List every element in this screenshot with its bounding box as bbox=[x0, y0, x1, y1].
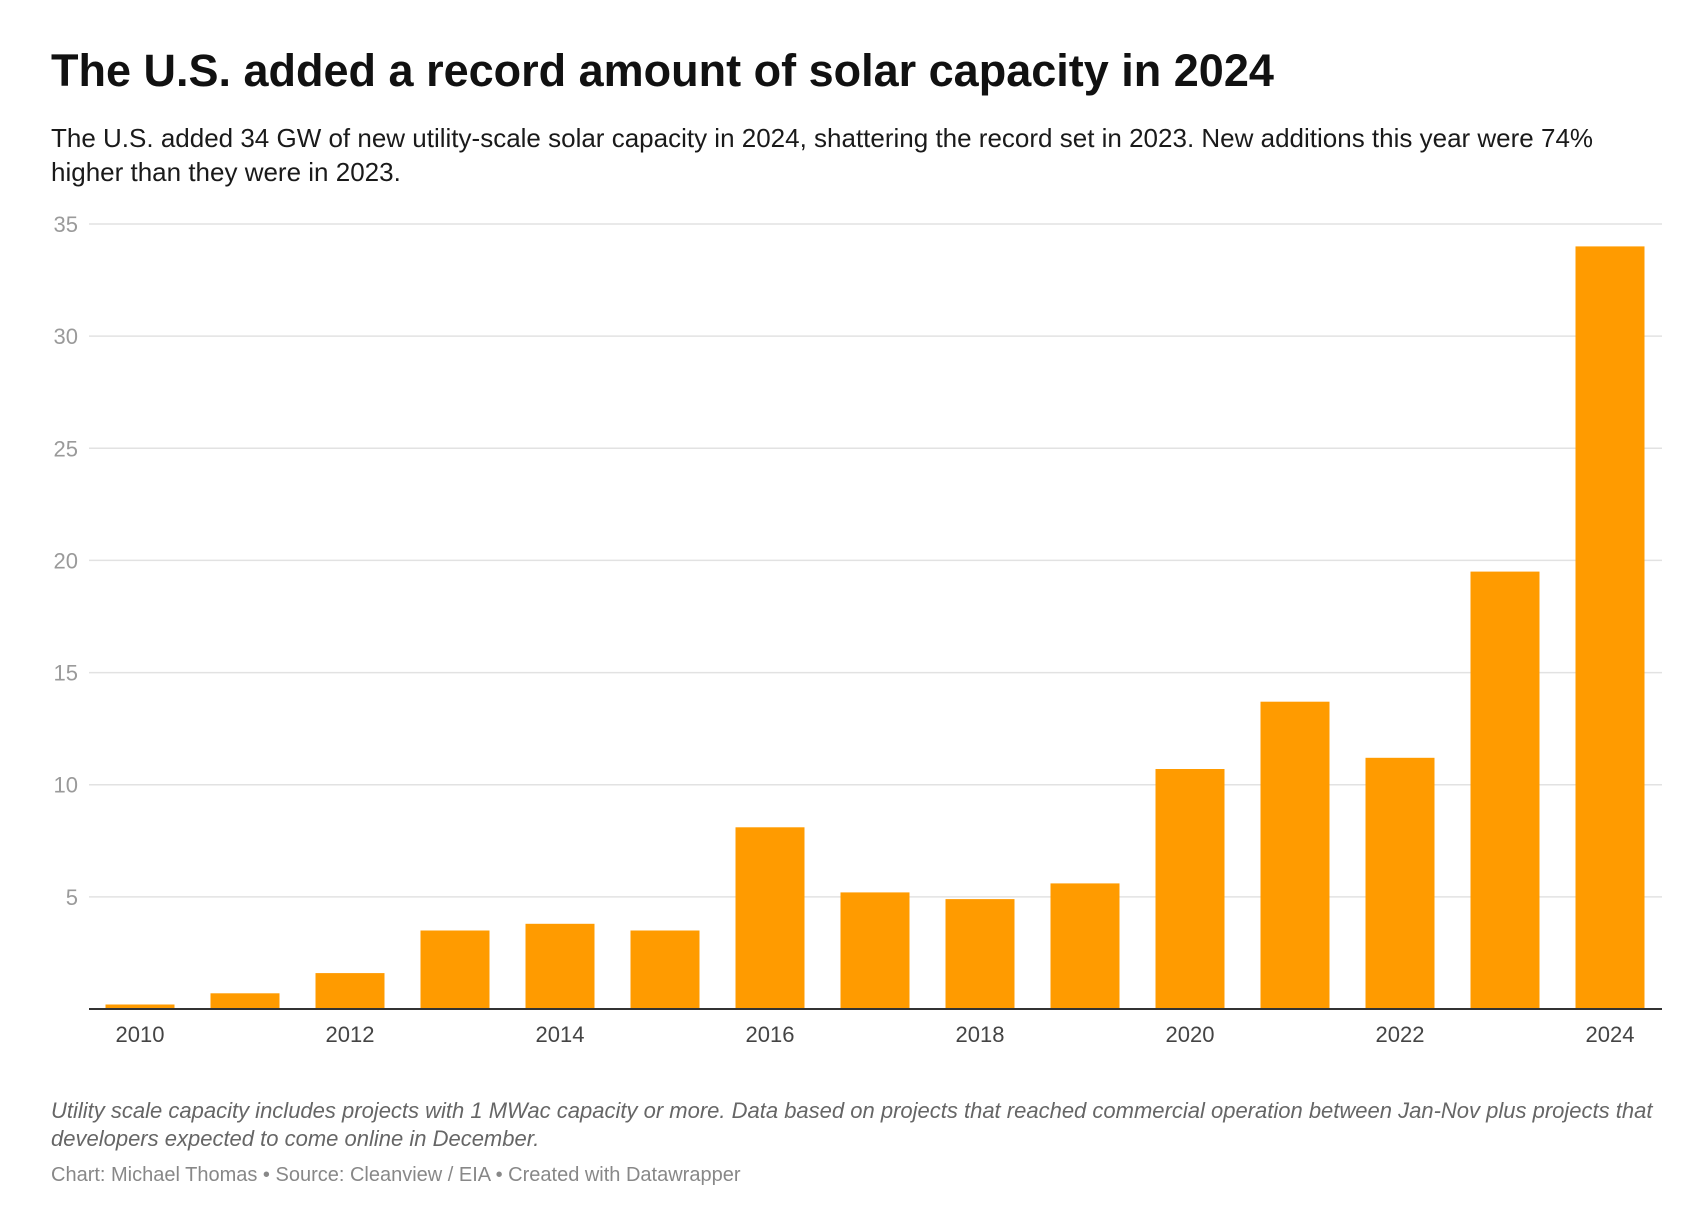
x-tick-label: 2010 bbox=[116, 1022, 165, 1047]
x-tick-label: 2012 bbox=[326, 1022, 375, 1047]
chart-credits: Chart: Michael Thomas • Source: Cleanvie… bbox=[51, 1164, 741, 1186]
x-tick-label: 2020 bbox=[1166, 1022, 1215, 1047]
bar-2016 bbox=[735, 827, 805, 1009]
y-tick-label: 35 bbox=[54, 212, 78, 237]
x-tick-label: 2014 bbox=[536, 1022, 585, 1047]
bars bbox=[105, 246, 1645, 1009]
bar-2015 bbox=[630, 930, 700, 1009]
x-tick-label: 2024 bbox=[1586, 1022, 1635, 1047]
x-tick-label: 2022 bbox=[1376, 1022, 1425, 1047]
y-tick-label: 20 bbox=[54, 548, 78, 573]
y-tick-label: 5 bbox=[66, 885, 78, 910]
chart-title: The U.S. added a record amount of solar … bbox=[51, 45, 1274, 96]
bar-2022 bbox=[1365, 757, 1435, 1009]
bar-2021 bbox=[1260, 701, 1330, 1009]
bar-2013 bbox=[420, 930, 490, 1009]
bar-2014 bbox=[525, 923, 595, 1009]
bar-2020 bbox=[1155, 769, 1225, 1009]
chart-note: Utility scale capacity includes projects… bbox=[51, 1098, 1653, 1151]
y-tick-label: 10 bbox=[54, 773, 78, 798]
bar-2010 bbox=[105, 1004, 175, 1009]
chart-subtitle: The U.S. added 34 GW of new utility-scal… bbox=[51, 123, 1594, 187]
x-axis-ticks: 2010 2012 2014 2016 2018 2020 2022 2024 bbox=[116, 1022, 1635, 1047]
y-tick-label: 30 bbox=[54, 324, 78, 349]
bar-2012 bbox=[315, 973, 385, 1009]
y-tick-label: 15 bbox=[54, 661, 78, 686]
x-tick-label: 2016 bbox=[746, 1022, 795, 1047]
y-tick-label: 25 bbox=[54, 436, 78, 461]
x-tick-label: 2018 bbox=[956, 1022, 1005, 1047]
bar-2011 bbox=[210, 993, 280, 1009]
bar-2024 bbox=[1575, 246, 1645, 1009]
bar-2019 bbox=[1050, 883, 1120, 1009]
bar-2018 bbox=[945, 899, 1015, 1009]
bar-2023 bbox=[1470, 571, 1540, 1009]
bar-2017 bbox=[840, 892, 910, 1009]
